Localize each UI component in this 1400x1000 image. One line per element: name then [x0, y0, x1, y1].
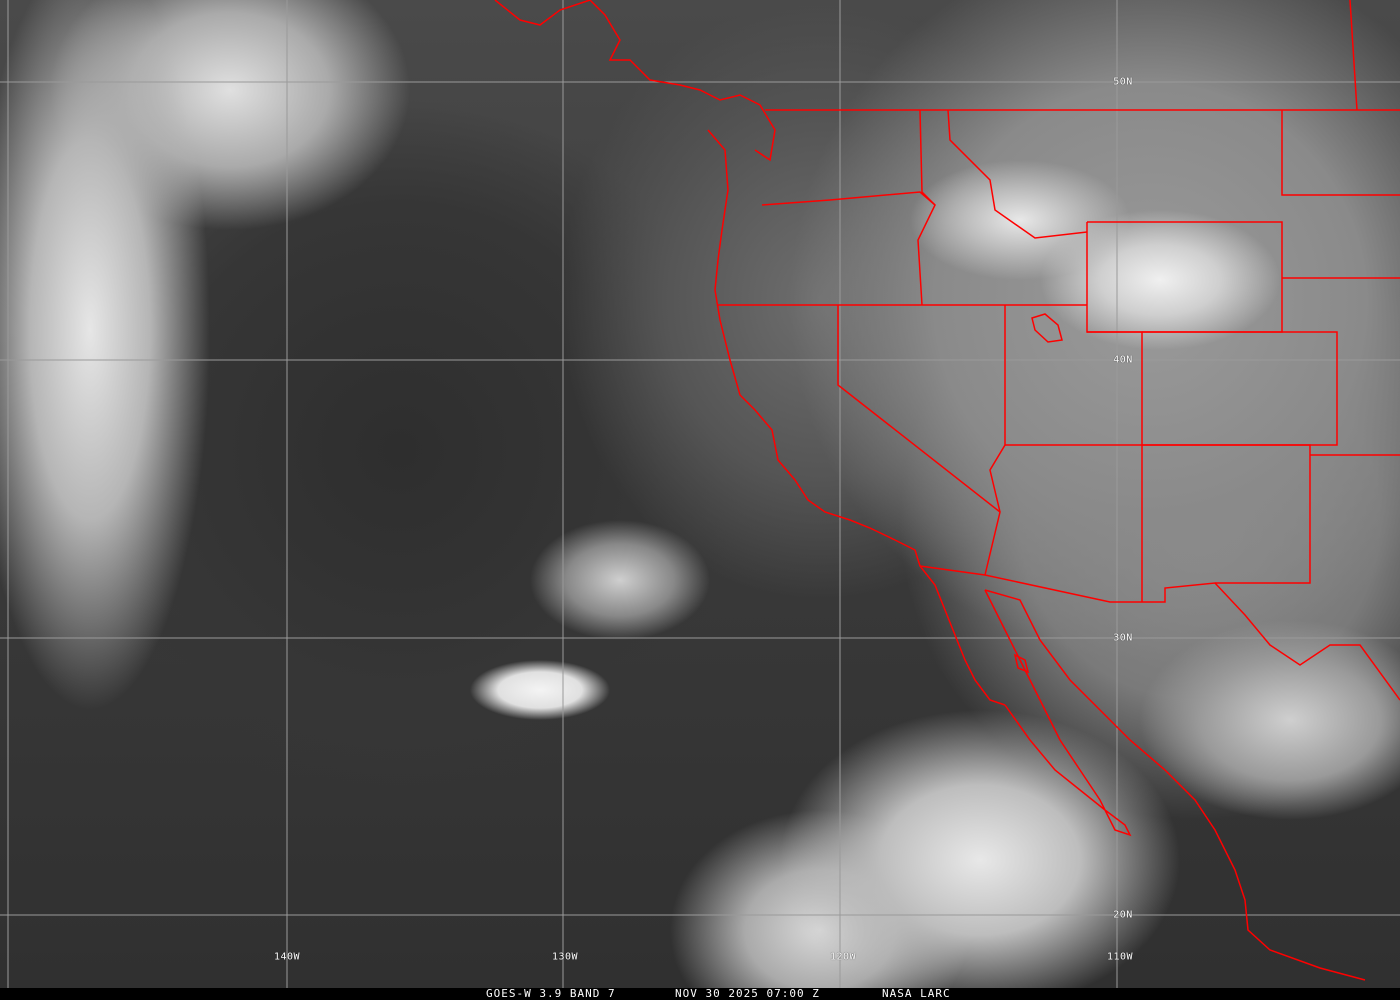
lon-label-130w: 130W [551, 951, 579, 963]
satellite-band-label: GOES-W 3.9 BAND 7 [486, 987, 616, 1000]
nv-az-border [989, 305, 1006, 513]
lon-label-140w: 140W [273, 951, 301, 963]
mexico-mainland-coast [984, 589, 1366, 981]
canada-province-line [1349, 0, 1358, 111]
great-salt-lake [1031, 313, 1063, 343]
lon-label-120w: 120W [829, 951, 857, 963]
dakotas-borders [1281, 110, 1400, 196]
us-mexico-border [919, 565, 1400, 701]
baja-gulf-side [984, 589, 1132, 837]
ca-nv-border [837, 305, 1001, 576]
wyoming-border [1087, 221, 1283, 333]
us-west-coastline [707, 129, 1006, 706]
colorado-border [1142, 331, 1338, 446]
idaho-west-border [917, 109, 936, 306]
wa-or-border [761, 191, 936, 206]
source-label: NASA LARC [882, 987, 951, 1000]
lat-label-20n: 20N [1113, 909, 1133, 921]
lat-label-50n: 50N [1113, 76, 1133, 88]
timestamp-label: NOV 30 2025 07:00 Z [675, 987, 820, 1000]
utah-border [1005, 222, 1143, 446]
caption-bar: GOES-W 3.9 BAND 7 NOV 30 2025 07:00 Z NA… [0, 987, 1400, 1000]
gulf-of-california-island [1013, 653, 1030, 674]
new-mexico-border [1142, 444, 1311, 584]
lat-label-40n: 40N [1113, 354, 1133, 366]
bc-coastline [494, 0, 776, 162]
mt-id-border [947, 109, 1088, 239]
lon-label-110w: 110W [1106, 951, 1134, 963]
lat-label-30n: 30N [1113, 632, 1133, 644]
political-boundaries [494, 0, 1400, 981]
